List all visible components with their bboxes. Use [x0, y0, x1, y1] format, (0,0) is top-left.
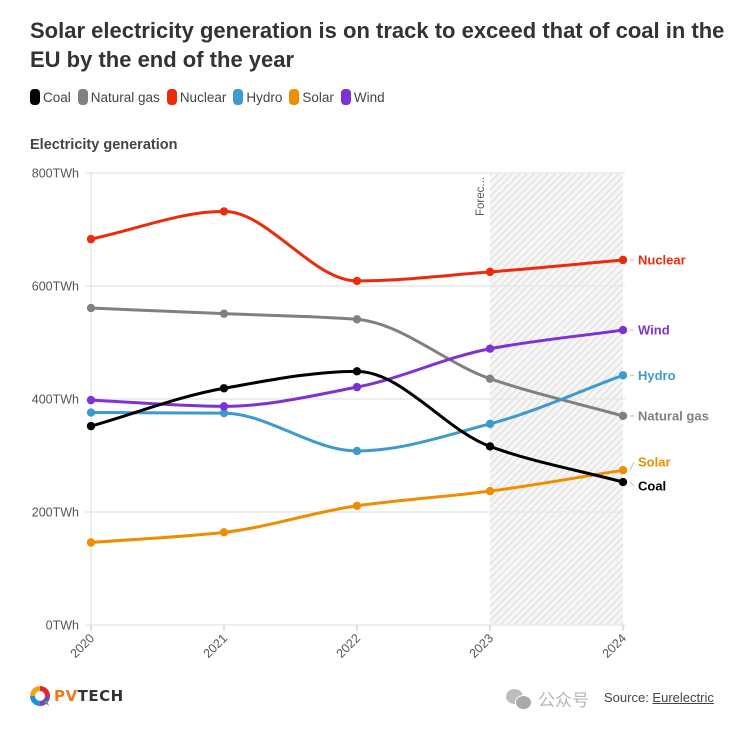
legend: Coal Natural gas Nuclear Hydro Solar Wind — [30, 89, 385, 105]
data-point-solar[interactable] — [618, 465, 628, 475]
legend-item-natural-gas[interactable]: Natural gas — [77, 89, 160, 105]
data-point-nuclear[interactable] — [352, 276, 362, 286]
legend-item-hydro[interactable]: Hydro — [233, 89, 282, 105]
y-tick-label: 400TWh — [32, 393, 79, 407]
data-point-coal[interactable] — [219, 384, 229, 393]
legend-swatch — [340, 89, 351, 105]
legend-item-wind[interactable]: Wind — [340, 89, 385, 105]
data-point-wind[interactable] — [352, 382, 362, 392]
chart-title: Solar electricity generation is on track… — [30, 18, 725, 72]
x-tick-label: 2022 — [334, 631, 364, 661]
source-label: Source: — [604, 690, 653, 705]
legend-label: Wind — [353, 89, 385, 105]
legend-label: Solar — [302, 89, 334, 105]
end-label-hydro: Hydro — [638, 368, 676, 383]
legend-item-nuclear[interactable]: Nuclear — [166, 89, 227, 105]
legend-swatch — [30, 89, 40, 105]
data-point-wind[interactable] — [86, 395, 96, 405]
data-point-hydro[interactable] — [485, 419, 495, 429]
forecast-label: Forec... — [475, 177, 487, 216]
x-tick-label: 2024 — [600, 631, 630, 661]
x-tick-label: 2021 — [201, 631, 231, 661]
data-point-hydro[interactable] — [352, 446, 362, 456]
data-point-hydro[interactable] — [86, 408, 96, 417]
data-point-coal[interactable] — [86, 421, 96, 431]
data-point-coal[interactable] — [485, 442, 495, 451]
data-point-nuclear[interactable] — [485, 267, 495, 277]
y-tick-label: 200TWh — [32, 506, 79, 520]
end-label-natural-gas: Natural gas — [638, 408, 709, 423]
legend-swatch — [233, 89, 244, 105]
source-link[interactable]: Eurelectric — [652, 690, 714, 705]
legend-label: Hydro — [246, 89, 283, 105]
legend-swatch — [289, 89, 300, 105]
data-point-wind[interactable] — [219, 402, 229, 411]
wechat-icon — [506, 688, 532, 710]
pvtech-logo: PVTECH — [28, 684, 124, 708]
x-tick-label: 2020 — [68, 631, 98, 661]
legend-swatch — [77, 89, 88, 105]
source-credit: Source: Eurelectric — [604, 690, 714, 705]
legend-swatch — [166, 89, 177, 105]
data-point-natural-gas[interactable] — [86, 303, 96, 313]
data-point-solar[interactable] — [86, 538, 96, 547]
end-label-wind: Wind — [638, 323, 670, 338]
pvtech-logo-icon — [30, 686, 50, 706]
line-chart: Forec... 0TWh 200TWh 400TWh 600TWh 800TWh 202… — [32, 167, 709, 661]
data-point-solar[interactable] — [352, 501, 362, 510]
data-point-coal[interactable] — [618, 477, 628, 487]
chart-subtitle: Electricity generation — [30, 137, 178, 153]
y-tick-label: 600TWh — [32, 280, 79, 294]
end-label-coal: Coal — [638, 479, 666, 494]
end-label-nuclear: Nuclear — [638, 253, 686, 268]
legend-label: Nuclear — [179, 89, 227, 105]
legend-label: Natural gas — [90, 89, 160, 105]
data-point-hydro[interactable] — [618, 371, 628, 380]
data-point-natural-gas[interactable] — [618, 411, 628, 421]
end-label-connector — [629, 461, 635, 471]
watermark-text: 公众号 — [538, 691, 589, 710]
logo-pv: PV — [54, 687, 78, 705]
x-tick-label: 2023 — [467, 631, 497, 661]
data-point-solar[interactable] — [485, 486, 495, 496]
end-label-connector — [629, 481, 635, 487]
data-point-nuclear[interactable] — [219, 207, 229, 216]
data-point-hydro[interactable] — [219, 408, 229, 418]
data-point-wind[interactable] — [485, 344, 495, 353]
data-point-natural-gas[interactable] — [219, 309, 229, 318]
data-point-coal[interactable] — [352, 367, 362, 376]
data-point-solar[interactable] — [219, 528, 229, 537]
data-point-natural-gas[interactable] — [352, 315, 362, 324]
wechat-watermark: 公众号 — [506, 686, 589, 711]
pvtech-logo-text: PVTECH — [54, 687, 124, 705]
y-tick-label: 0TWh — [46, 619, 79, 633]
data-point-nuclear[interactable] — [86, 234, 96, 244]
legend-item-solar[interactable]: Solar — [289, 89, 334, 105]
logo-tech: TECH — [77, 687, 124, 705]
end-label-solar: Solar — [638, 455, 671, 470]
data-point-natural-gas[interactable] — [485, 374, 495, 383]
y-tick-label: 800TWh — [32, 167, 79, 181]
legend-label: Coal — [43, 89, 71, 105]
data-point-nuclear[interactable] — [618, 255, 628, 265]
legend-item-coal[interactable]: Coal — [30, 89, 71, 105]
data-point-wind[interactable] — [618, 325, 628, 335]
